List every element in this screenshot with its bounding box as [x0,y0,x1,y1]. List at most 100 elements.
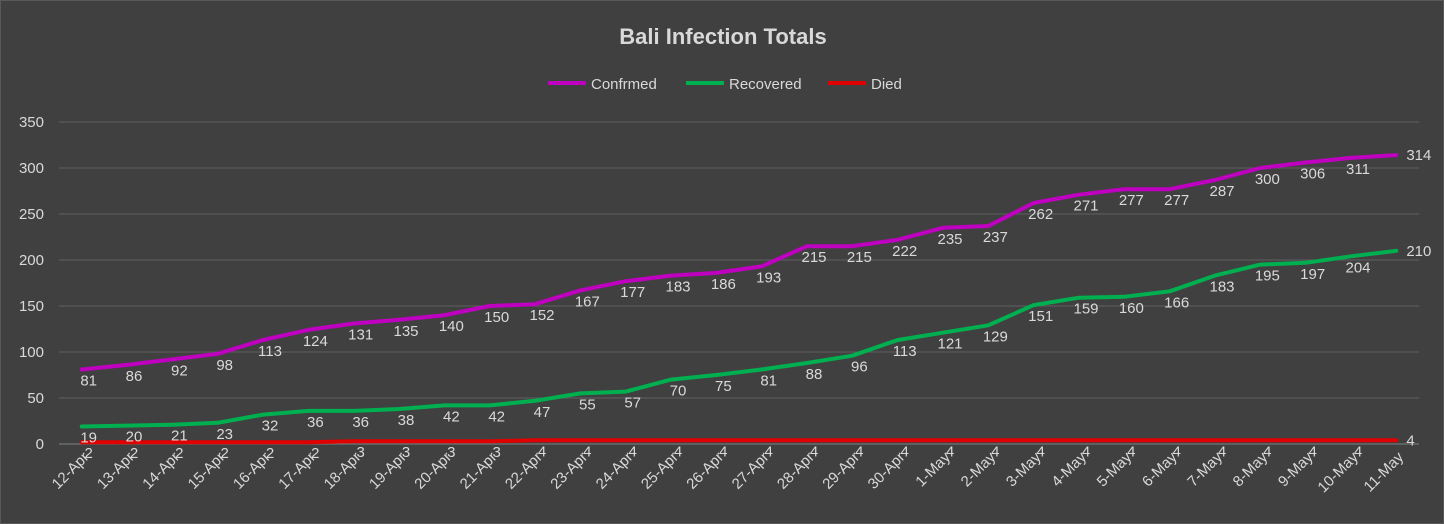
data-label: 38 [398,412,415,429]
data-label: 4 [674,443,682,460]
data-label: 4 [1308,443,1316,460]
data-label: 215 [801,249,826,266]
series-line [79,248,1399,429]
data-label: 4 [1082,443,1090,460]
data-label: 204 [1345,259,1370,276]
data-label: 215 [847,249,872,266]
data-label: 193 [756,269,781,286]
data-label: 183 [1209,279,1234,296]
data-label: 36 [307,414,324,431]
data-label: 92 [171,362,188,379]
data-label: 23 [216,426,233,443]
series-line [79,153,1399,372]
data-label: 4 [583,443,591,460]
data-label: 3 [402,444,410,461]
data-label: 3 [447,444,455,461]
data-label: 57 [624,395,641,412]
data-label: 4 [628,443,636,460]
data-label: 4 [1354,443,1362,460]
data-label: 70 [670,383,687,400]
data-label: 2 [311,445,319,462]
data-label: 75 [715,378,732,395]
legend-label: Recovered [729,76,802,93]
y-tick-label: 250 [19,206,44,223]
data-label: 42 [443,408,460,425]
data-label: 86 [126,368,143,385]
data-label: 4 [719,443,727,460]
data-label: 4 [1172,443,1180,460]
data-label: 4 [810,443,818,460]
data-label: 81 [760,372,777,389]
data-label: 159 [1073,301,1098,318]
data-label: 4 [538,443,546,460]
data-label: 4 [1218,443,1226,460]
data-label: 4 [1036,443,1044,460]
data-label: 47 [534,404,551,421]
data-label: 4 [1406,432,1414,449]
data-label: 4 [855,443,863,460]
data-label: 4 [900,443,908,460]
data-label: 2 [266,445,274,462]
data-label: 4 [1127,443,1135,460]
data-label: 2 [175,445,183,462]
data-label: 88 [806,366,823,383]
data-label: 131 [348,326,373,343]
data-label: 98 [216,357,233,374]
data-label: 311 [1346,161,1370,178]
y-tick-label: 50 [27,390,44,407]
series-line [79,438,1399,445]
data-label: 277 [1119,192,1144,209]
data-label: 21 [171,428,188,445]
data-label: 42 [488,408,505,425]
y-axis: 0 50 100 150 200 250 300 350 [19,114,44,453]
data-label: 152 [529,307,554,324]
data-label: 19 [80,430,97,447]
data-label: 96 [851,359,868,376]
data-label: 4 [946,443,954,460]
y-tick-label: 100 [19,344,44,361]
data-label: 183 [665,279,690,296]
y-tick-label: 300 [19,160,44,177]
data-label: 300 [1255,171,1280,188]
data-label: 166 [1164,294,1189,311]
data-label: 4 [991,443,999,460]
y-tick-label: 0 [36,436,44,453]
data-label: 167 [575,293,600,310]
data-label: 4 [764,443,772,460]
data-label: 32 [262,418,279,435]
x-tick-label: 11-May [1361,448,1408,495]
x-axis: 12-Apr 13-Apr 14-Apr 15-Apr 16-Apr 17-Apr 18-A… [49,448,1408,496]
data-label: 186 [711,276,736,293]
data-label: 4 [1263,443,1271,460]
data-label: 150 [484,309,509,326]
data-label: 124 [303,333,328,350]
data-label: 306 [1300,165,1325,182]
data-label: 2 [220,445,228,462]
data-labels: 81 86 92 98 113 124 131 135 140 150 152 167 177 183 18… [80,147,1431,462]
data-label: 3 [492,444,500,461]
data-label: 113 [893,343,917,360]
data-label: 197 [1300,266,1325,283]
series-lines [79,153,1399,445]
data-label: 160 [1119,300,1144,317]
data-label: 55 [579,396,596,413]
data-label: 81 [80,372,97,389]
y-tick-label: 200 [19,252,44,269]
data-label: 129 [983,328,1008,345]
data-label: 140 [439,318,464,335]
data-label: 314 [1406,147,1431,164]
data-label: 177 [620,284,645,301]
chart-title: Bali Infection Totals [619,24,826,49]
data-label: 135 [393,323,418,340]
legend: Confrmed Recovered Died [548,76,902,93]
data-label: 222 [892,243,917,260]
data-label: 20 [126,429,143,446]
y-tick-label: 350 [19,114,44,131]
data-label: 237 [983,229,1008,246]
data-label: 3 [356,444,364,461]
data-label: 2 [130,445,138,462]
data-label: 113 [258,343,282,360]
data-label: 195 [1255,268,1280,285]
data-label: 36 [352,414,369,431]
